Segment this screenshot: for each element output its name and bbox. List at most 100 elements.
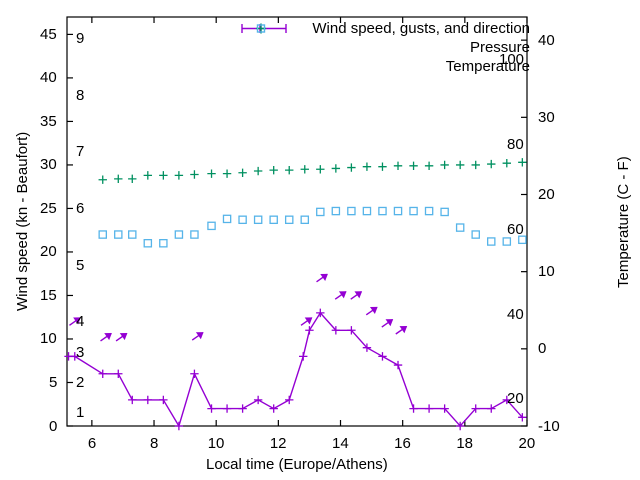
x-tick-label-16: 16 — [394, 434, 411, 452]
wind-arrow-head — [320, 273, 328, 281]
marker-square — [300, 215, 310, 225]
wind-arrow-head — [369, 306, 378, 315]
beaufort-label-3: 3 — [76, 343, 85, 361]
marker-plus — [222, 169, 232, 178]
y-axis-title: Wind speed (kn - Beaufort) — [14, 131, 31, 311]
marker-square — [331, 206, 341, 216]
marker-plus — [471, 160, 480, 170]
marker-square — [378, 206, 387, 216]
x-tick-label-6: 6 — [87, 434, 97, 452]
marker-plus — [455, 160, 465, 170]
marker-plus — [424, 161, 434, 171]
y-tick-label-30: 30 — [40, 156, 57, 174]
marker-plus — [347, 163, 356, 172]
x-tick-label-20: 20 — [518, 434, 536, 452]
marker-plus — [362, 162, 372, 171]
marker-plus — [393, 161, 403, 171]
marker-plus — [269, 404, 278, 413]
marker-square — [471, 230, 480, 239]
marker-square — [424, 206, 434, 216]
marker-plus — [518, 158, 527, 167]
marker-square — [238, 215, 247, 225]
marker-square — [284, 215, 294, 225]
marker-square — [222, 214, 232, 224]
marker-plus — [331, 326, 341, 335]
marker-plus — [159, 171, 168, 180]
marker-plus — [316, 165, 325, 174]
marker-plus — [518, 413, 527, 422]
wind-arrow-head — [119, 332, 128, 341]
marker-plus — [285, 395, 294, 405]
marker-plus — [143, 171, 153, 180]
wind-arrow-head — [304, 317, 313, 325]
y-tick-label-35: 35 — [40, 112, 57, 130]
beaufort-label-4: 4 — [76, 313, 85, 331]
marker-square — [190, 230, 199, 239]
marker-plus — [174, 171, 184, 180]
beaufort-label-8: 8 — [76, 86, 85, 104]
legend-entry: Wind speed, gusts, and direction — [230, 19, 530, 38]
marker-square — [143, 239, 153, 248]
marker-plus — [502, 395, 511, 405]
y-tick-label-25: 25 — [40, 199, 57, 217]
y2-tick-label--10: -10 — [538, 417, 560, 435]
plot-border — [66, 16, 528, 427]
marker-plus — [190, 369, 199, 378]
marker-plus — [253, 166, 263, 176]
marker-square — [347, 206, 356, 216]
fahrenheit-label-60: 60 — [507, 220, 524, 238]
marker-plus — [378, 162, 387, 171]
x-tick-label-10: 10 — [207, 434, 225, 452]
marker-plus — [222, 404, 232, 413]
marker-square — [393, 206, 403, 216]
y-tick-label-45: 45 — [40, 25, 57, 43]
marker-plus — [190, 170, 199, 179]
marker-plus — [269, 165, 278, 175]
wind-arrow-head — [73, 317, 81, 325]
marker-plus — [159, 395, 168, 405]
marker-plus — [471, 404, 480, 413]
beaufort-label-2: 2 — [76, 373, 85, 391]
y2-tick-label-40: 40 — [538, 31, 555, 49]
marker-plus — [114, 369, 123, 378]
series-line-wind — [68, 311, 523, 428]
y2-tick-label-0: 0 — [538, 340, 547, 358]
legend-entry: Temperature — [230, 24, 530, 76]
marker-plus — [305, 326, 314, 335]
marker-square — [159, 239, 168, 248]
wind-arrow-head — [385, 319, 394, 327]
marker-plus — [300, 165, 309, 174]
marker-square — [253, 215, 263, 225]
marker-plus — [238, 404, 247, 413]
y-tick-label-15: 15 — [40, 286, 57, 304]
marker-plus — [128, 395, 137, 405]
marker-plus — [98, 175, 107, 184]
marker-plus — [409, 404, 418, 413]
wind-arrow-head — [399, 326, 408, 334]
marker-square — [409, 206, 418, 216]
marker-plus — [378, 352, 387, 361]
marker-square — [440, 207, 449, 217]
marker-plus — [440, 160, 449, 170]
marker-plus — [207, 169, 216, 178]
marker-plus — [128, 174, 137, 184]
marker-plus — [174, 421, 184, 431]
y2-tick-label-20: 20 — [538, 185, 555, 203]
beaufort-label-5: 5 — [76, 256, 85, 274]
x-axis-title: Local time (Europe/Athens) — [206, 456, 388, 473]
marker-square — [207, 221, 216, 231]
fahrenheit-label-40: 40 — [507, 305, 524, 323]
marker-square — [98, 230, 107, 239]
wind-arrow-head — [104, 332, 112, 341]
legend-entry: Pressure — [230, 23, 530, 57]
marker-plus — [393, 360, 403, 370]
legend-label: Wind speed, gusts, and direction — [312, 20, 530, 37]
marker-plus — [299, 352, 308, 361]
marker-plus — [114, 174, 123, 184]
x-tick-label-12: 12 — [269, 434, 287, 452]
y2-tick-label-10: 10 — [538, 263, 555, 281]
wind-arrow-head — [338, 291, 347, 299]
marker-square — [502, 237, 512, 246]
marker-plus — [98, 369, 107, 378]
